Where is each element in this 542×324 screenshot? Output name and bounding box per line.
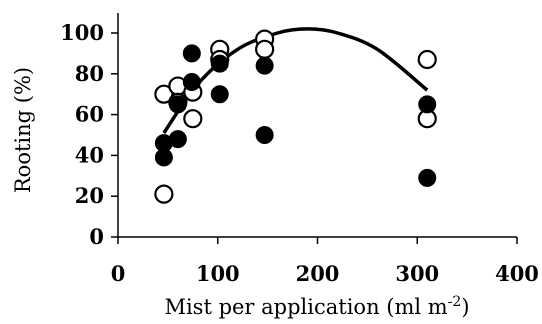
open-circle-point: [183, 109, 203, 129]
y-tick-label: 20: [75, 183, 104, 208]
filled-circle-point: [168, 130, 187, 149]
x-tick-label: 200: [296, 261, 340, 286]
y-tick-label: 0: [89, 224, 104, 249]
filled-circle-point: [418, 168, 437, 187]
y-tick-label: 60: [75, 102, 104, 127]
x-tick-label: 400: [495, 261, 539, 286]
filled-circle-point: [182, 44, 201, 63]
open-circle-point: [255, 39, 275, 59]
open-circle-point: [154, 184, 174, 204]
y-tick-label: 40: [75, 142, 104, 167]
y-ticks: 0 20 40 60 80 100: [60, 20, 118, 249]
axes: [117, 13, 517, 238]
y-tick-label: 80: [75, 61, 104, 86]
filled-circle-point: [182, 72, 201, 91]
x-axis-title-main: Mist per application (ml m: [164, 295, 447, 319]
filled-circle-point: [255, 126, 274, 144]
x-tick-label: 0: [111, 261, 126, 286]
open-circle-point: [154, 84, 174, 104]
x-axis-title: Mist per application (ml m-2): [164, 294, 469, 319]
filled-circle-point: [210, 85, 229, 104]
filled-circle-point: [418, 95, 437, 114]
x-ticks: 0 100 200 300 400: [111, 237, 539, 286]
y-tick-label: 100: [60, 20, 104, 45]
filled-circle-point: [255, 56, 274, 75]
x-axis-title-end: ): [461, 295, 469, 319]
filled-circle-point: [168, 95, 187, 114]
trendline: [162, 27, 429, 134]
x-tick-label: 100: [196, 261, 240, 286]
filled-circle-point: [154, 148, 173, 167]
x-axis-title-sup: -2: [448, 294, 462, 310]
open-circle-point: [417, 49, 437, 70]
y-axis-title: Rooting (%): [11, 67, 35, 193]
data-points: [154, 29, 437, 204]
x-tick-label: 300: [395, 261, 439, 286]
trendline-layer: [162, 27, 429, 134]
filled-circle-point: [210, 54, 229, 73]
